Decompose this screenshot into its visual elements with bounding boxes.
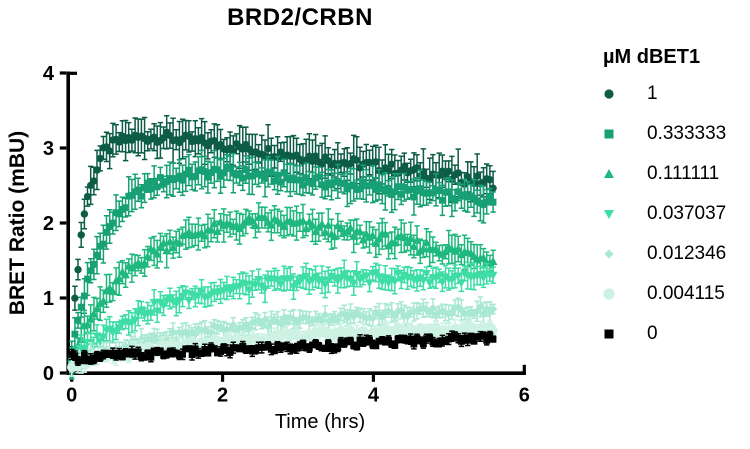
y-tick-label: 3 <box>43 138 54 160</box>
y-tick-label: 0 <box>43 363 54 385</box>
legend: µM dBET1 1 0.333333 0.111111 0.037037 0.0123… <box>597 44 747 354</box>
diamond-legend-icon <box>604 249 614 259</box>
x-tick-label: 4 <box>368 385 380 407</box>
legend-label: 0.333333 <box>647 123 727 144</box>
y-tick-label: 4 <box>43 63 55 85</box>
x-tick-label: 6 <box>519 385 530 407</box>
legend-title: µM dBET1 <box>603 46 701 68</box>
legend-label: 0.037037 <box>647 203 727 224</box>
y-tick-label: 2 <box>43 213 54 235</box>
series-0.333333 <box>68 149 497 375</box>
series-0.012346 <box>67 296 498 374</box>
legend-label: 0.111111 <box>647 163 720 184</box>
legend-items: 1 0.333333 0.111111 0.037037 0.012346 0.00411… <box>597 74 747 354</box>
legend-item-0: 0 <box>597 314 747 354</box>
x-axis-label: Time (hrs) <box>274 411 366 433</box>
square-legend-icon <box>604 129 614 139</box>
markers-0.333333 <box>68 163 497 361</box>
legend-label: 0.012346 <box>647 243 727 264</box>
series-0.004115 <box>67 316 498 377</box>
legend-item-0.004115: 0.004115 <box>597 274 747 314</box>
circle-large-legend-icon <box>603 288 615 300</box>
chart-title: BRD2/CRBN <box>227 4 373 31</box>
legend-label: 0.004115 <box>647 283 725 304</box>
legend-item-0.037037: 0.037037 <box>597 194 747 234</box>
legend-label: 1 <box>647 83 658 104</box>
markers-0.012346 <box>67 302 498 369</box>
triangle-up-legend-icon <box>604 169 614 178</box>
circle-legend-icon <box>604 89 614 99</box>
legend-label: 0 <box>647 323 658 344</box>
legend-item-1: 1 <box>597 74 747 114</box>
x-tick-label: 0 <box>66 385 77 407</box>
axes: 0 1 2 3 4 0 2 4 6 <box>43 63 530 406</box>
y-tick-label: 1 <box>43 288 54 310</box>
legend-item-0.012346: 0.012346 <box>597 234 747 274</box>
markers-0.004115 <box>67 320 498 373</box>
markers-0.111111 <box>67 212 498 368</box>
series-0.111111 <box>67 202 498 380</box>
series-0 <box>68 330 497 366</box>
markers-0 <box>68 331 497 365</box>
square-legend-icon <box>604 329 614 339</box>
legend-item-0.333333: 0.333333 <box>597 114 747 154</box>
legend-item-0.111111: 0.111111 <box>597 154 747 194</box>
triangle-down-legend-icon <box>604 210 614 219</box>
x-tick-label: 2 <box>217 385 228 407</box>
